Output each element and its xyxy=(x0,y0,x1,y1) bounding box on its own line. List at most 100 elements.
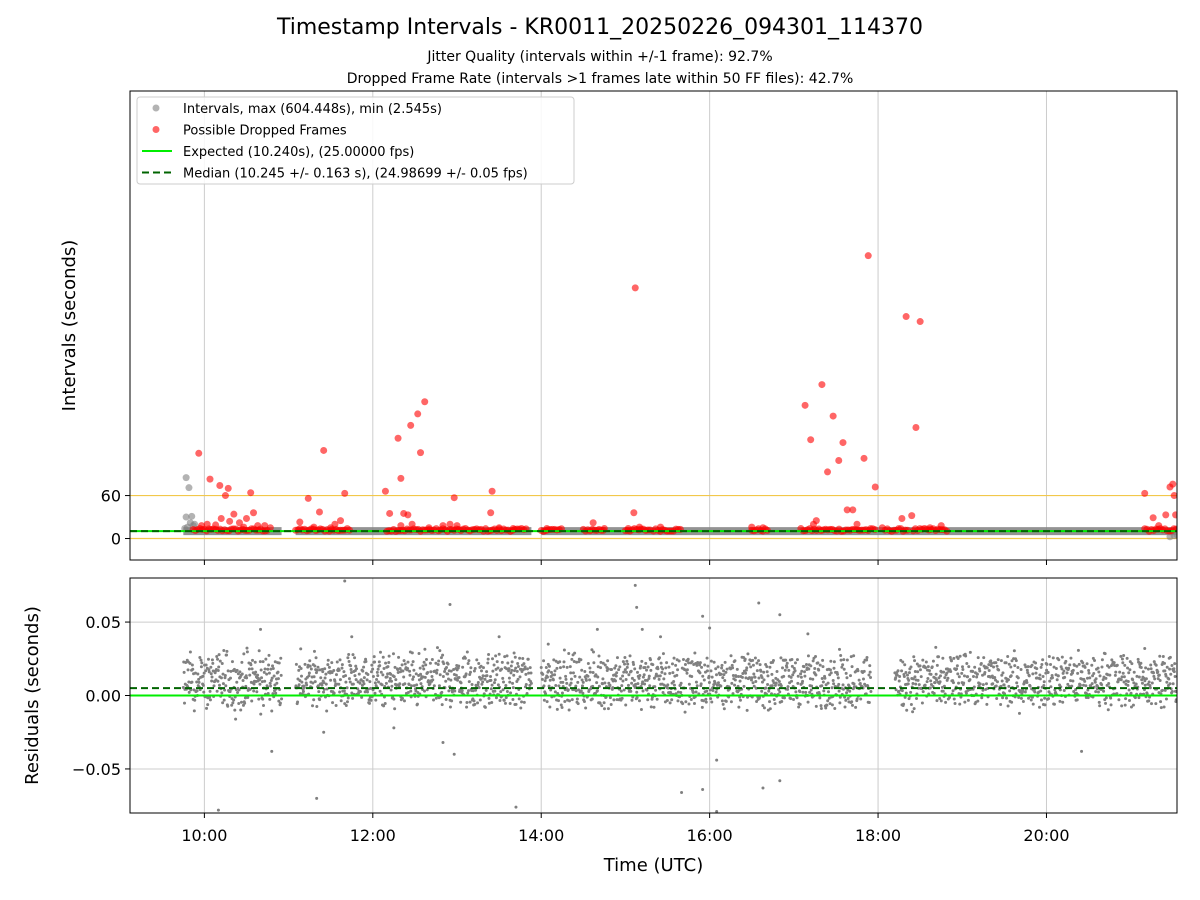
residual-point xyxy=(641,680,645,684)
residual-point xyxy=(806,700,810,704)
residual-point xyxy=(615,656,619,660)
residual-point xyxy=(376,667,380,671)
residual-point xyxy=(562,660,566,664)
residual-point xyxy=(780,700,784,704)
residual-point xyxy=(187,690,191,694)
residual-point xyxy=(244,684,248,688)
residual-point xyxy=(340,663,344,667)
residual-point xyxy=(343,579,347,583)
residual-point xyxy=(565,681,569,685)
residual-point xyxy=(198,655,202,659)
residual-point xyxy=(760,680,764,684)
residual-point xyxy=(580,668,584,672)
residual-point xyxy=(525,692,529,696)
residual-point xyxy=(263,679,267,683)
residual-point xyxy=(869,690,873,694)
residual-point xyxy=(814,654,818,658)
residual-point xyxy=(716,665,720,669)
intervals-axes-frame xyxy=(129,90,1178,561)
residual-point xyxy=(268,681,272,685)
residual-point xyxy=(1010,700,1014,704)
residual-point xyxy=(601,661,605,665)
residual-point xyxy=(659,661,663,665)
residual-point xyxy=(506,661,510,665)
residual-point xyxy=(1159,706,1163,710)
residual-point xyxy=(920,701,924,705)
residual-point xyxy=(690,674,694,678)
residual-point xyxy=(1053,688,1057,692)
residual-point xyxy=(276,670,280,674)
residual-point xyxy=(591,650,595,654)
residual-point xyxy=(489,674,493,678)
residual-point xyxy=(953,702,957,706)
residual-point xyxy=(698,661,702,665)
residual-point xyxy=(897,679,901,683)
residual-point xyxy=(305,683,309,687)
residual-point xyxy=(493,689,497,693)
residual-point xyxy=(260,676,264,680)
residual-point xyxy=(1060,667,1064,671)
residual-point xyxy=(267,671,271,675)
residual-point xyxy=(205,706,209,710)
residual-point xyxy=(716,681,720,685)
residual-point xyxy=(1147,680,1151,684)
residual-point xyxy=(389,679,393,683)
residual-point xyxy=(944,700,948,704)
residual-point xyxy=(1146,667,1150,671)
residual-point xyxy=(1064,659,1068,663)
residual-point xyxy=(1021,689,1025,693)
residual-point xyxy=(819,706,823,710)
residual-point xyxy=(421,664,425,668)
residual-point xyxy=(583,670,587,674)
residual-point xyxy=(1128,699,1132,703)
residual-point xyxy=(1007,662,1011,666)
residual-point xyxy=(509,664,513,668)
residual-point xyxy=(801,690,805,694)
residual-point xyxy=(996,658,1000,662)
residual-point xyxy=(259,712,263,716)
residual-point xyxy=(1001,671,1005,675)
residual-point xyxy=(809,664,813,668)
residual-point xyxy=(775,670,779,674)
residual-point xyxy=(382,666,386,670)
residual-point xyxy=(505,667,509,671)
residual-point xyxy=(558,660,562,664)
residual-point xyxy=(595,681,599,685)
residual-point xyxy=(299,647,303,651)
residual-point xyxy=(268,697,272,701)
dropped-frame-point xyxy=(864,252,872,260)
residual-point xyxy=(622,670,626,674)
residual-point xyxy=(1115,663,1119,667)
residual-point xyxy=(497,652,501,656)
residual-point xyxy=(491,669,495,673)
residual-point xyxy=(943,676,947,680)
residual-point xyxy=(832,666,836,670)
dropped-frame-point xyxy=(829,412,837,420)
residual-point xyxy=(196,672,200,676)
residual-point xyxy=(568,699,572,703)
dropped-frame-point xyxy=(916,318,924,326)
residual-point xyxy=(435,668,439,672)
residual-point xyxy=(1110,658,1114,662)
residual-point xyxy=(633,583,637,587)
residual-point xyxy=(968,650,972,654)
residual-point xyxy=(798,690,802,694)
residual-point xyxy=(640,627,644,631)
residual-point xyxy=(838,701,842,705)
residual-point xyxy=(275,681,279,685)
residual-point xyxy=(518,675,522,679)
residual-point xyxy=(904,691,908,695)
residual-point xyxy=(510,660,514,664)
dropped-frame-point xyxy=(407,421,415,429)
residual-point xyxy=(1156,670,1160,674)
residual-point xyxy=(296,700,300,704)
residual-point xyxy=(729,700,733,704)
residual-point xyxy=(225,649,229,653)
residual-point xyxy=(349,670,353,674)
dropped-frame-point xyxy=(849,506,857,514)
residual-point xyxy=(514,702,518,706)
residual-point xyxy=(258,678,262,682)
residual-point xyxy=(367,701,371,705)
residual-point xyxy=(975,672,979,676)
residual-point xyxy=(365,678,369,682)
